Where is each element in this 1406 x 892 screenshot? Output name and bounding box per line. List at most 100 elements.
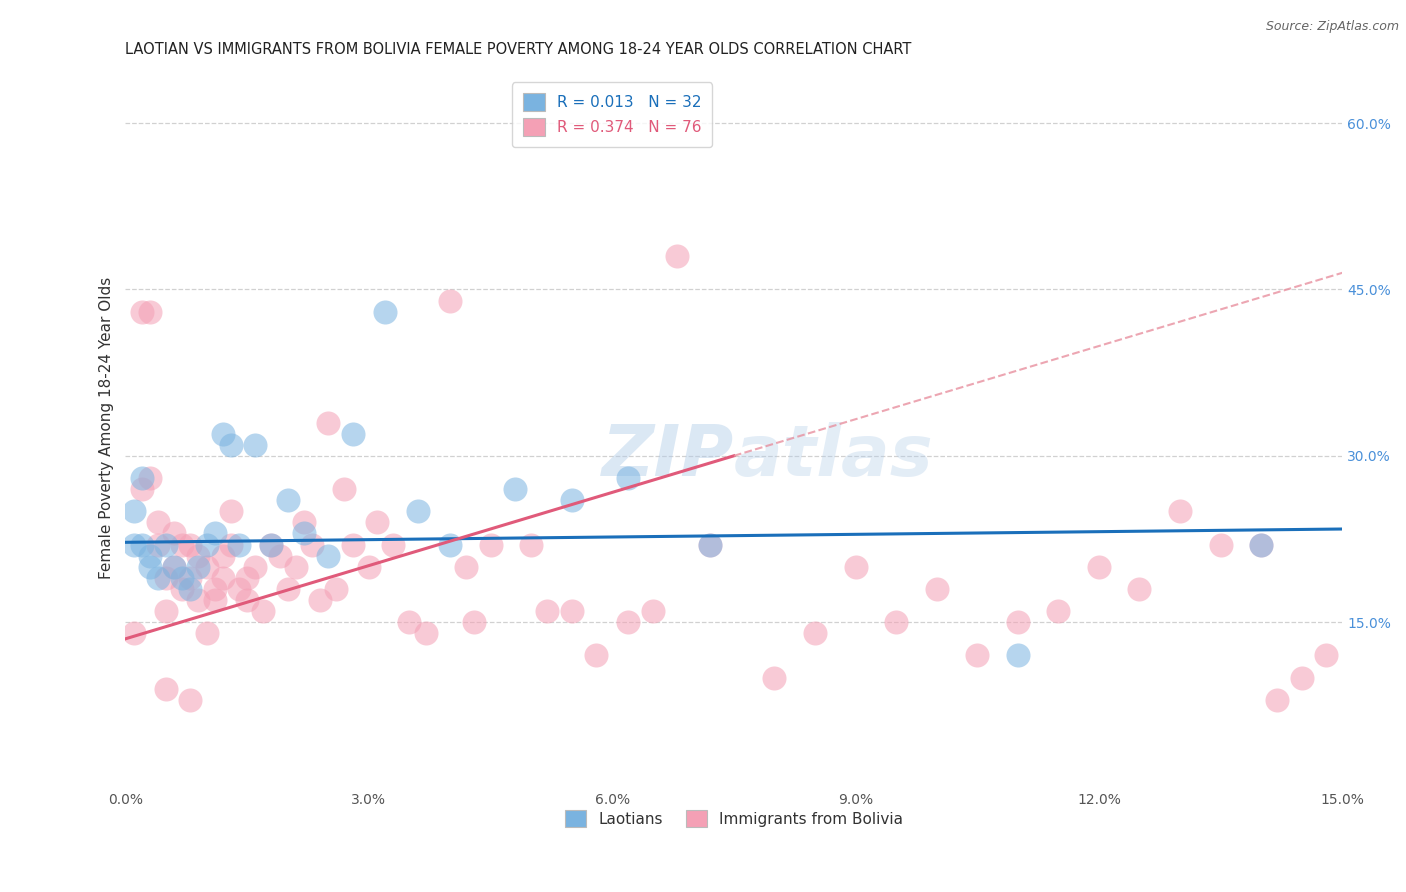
Point bbox=[139, 471, 162, 485]
Point bbox=[131, 537, 153, 551]
Point bbox=[804, 626, 827, 640]
Point bbox=[139, 549, 162, 563]
Point bbox=[292, 526, 315, 541]
Point bbox=[439, 293, 461, 308]
Point bbox=[245, 438, 267, 452]
Point bbox=[617, 615, 640, 629]
Point bbox=[342, 537, 364, 551]
Point bbox=[699, 537, 721, 551]
Point bbox=[325, 582, 347, 596]
Point bbox=[163, 559, 186, 574]
Point bbox=[316, 416, 339, 430]
Point bbox=[179, 582, 201, 596]
Point bbox=[439, 537, 461, 551]
Point bbox=[1250, 537, 1272, 551]
Point bbox=[561, 493, 583, 508]
Point bbox=[155, 604, 177, 618]
Legend: Laotians, Immigrants from Bolivia: Laotians, Immigrants from Bolivia bbox=[557, 802, 911, 835]
Point bbox=[1088, 559, 1111, 574]
Point bbox=[131, 304, 153, 318]
Point bbox=[219, 504, 242, 518]
Point bbox=[179, 693, 201, 707]
Point bbox=[131, 482, 153, 496]
Point bbox=[366, 516, 388, 530]
Point bbox=[155, 571, 177, 585]
Text: atlas: atlas bbox=[734, 423, 934, 491]
Point bbox=[1128, 582, 1150, 596]
Point bbox=[415, 626, 437, 640]
Point bbox=[277, 493, 299, 508]
Point bbox=[172, 537, 194, 551]
Point bbox=[172, 582, 194, 596]
Point bbox=[172, 571, 194, 585]
Y-axis label: Female Poverty Among 18-24 Year Olds: Female Poverty Among 18-24 Year Olds bbox=[100, 277, 114, 579]
Point bbox=[463, 615, 485, 629]
Point bbox=[187, 559, 209, 574]
Point bbox=[122, 626, 145, 640]
Point bbox=[641, 604, 664, 618]
Point bbox=[195, 537, 218, 551]
Point bbox=[139, 304, 162, 318]
Point bbox=[561, 604, 583, 618]
Point bbox=[228, 537, 250, 551]
Point bbox=[316, 549, 339, 563]
Point bbox=[139, 559, 162, 574]
Point bbox=[228, 582, 250, 596]
Point bbox=[617, 471, 640, 485]
Point bbox=[1267, 693, 1289, 707]
Point bbox=[211, 549, 233, 563]
Point bbox=[219, 537, 242, 551]
Point bbox=[163, 526, 186, 541]
Point bbox=[204, 582, 226, 596]
Text: LAOTIAN VS IMMIGRANTS FROM BOLIVIA FEMALE POVERTY AMONG 18-24 YEAR OLDS CORRELAT: LAOTIAN VS IMMIGRANTS FROM BOLIVIA FEMAL… bbox=[125, 42, 912, 57]
Point bbox=[146, 537, 169, 551]
Point bbox=[1007, 648, 1029, 663]
Point bbox=[884, 615, 907, 629]
Point bbox=[146, 516, 169, 530]
Point bbox=[236, 593, 259, 607]
Point bbox=[333, 482, 356, 496]
Text: ZIP: ZIP bbox=[602, 423, 734, 491]
Point bbox=[284, 559, 307, 574]
Point bbox=[245, 559, 267, 574]
Point bbox=[155, 537, 177, 551]
Point bbox=[666, 249, 689, 263]
Point bbox=[342, 426, 364, 441]
Point bbox=[260, 537, 283, 551]
Point bbox=[966, 648, 988, 663]
Point bbox=[179, 537, 201, 551]
Point bbox=[219, 438, 242, 452]
Point bbox=[309, 593, 332, 607]
Point bbox=[195, 626, 218, 640]
Point bbox=[122, 537, 145, 551]
Point bbox=[292, 516, 315, 530]
Point bbox=[131, 471, 153, 485]
Point bbox=[503, 482, 526, 496]
Point bbox=[1047, 604, 1070, 618]
Point bbox=[269, 549, 291, 563]
Text: Source: ZipAtlas.com: Source: ZipAtlas.com bbox=[1265, 20, 1399, 33]
Point bbox=[398, 615, 420, 629]
Point bbox=[277, 582, 299, 596]
Point bbox=[456, 559, 478, 574]
Point bbox=[187, 593, 209, 607]
Point bbox=[406, 504, 429, 518]
Point bbox=[122, 504, 145, 518]
Point bbox=[699, 537, 721, 551]
Point bbox=[204, 526, 226, 541]
Point bbox=[1291, 671, 1313, 685]
Point bbox=[520, 537, 543, 551]
Point bbox=[1209, 537, 1232, 551]
Point bbox=[211, 426, 233, 441]
Point bbox=[925, 582, 948, 596]
Point bbox=[179, 571, 201, 585]
Point bbox=[357, 559, 380, 574]
Point bbox=[163, 559, 186, 574]
Point bbox=[155, 681, 177, 696]
Point bbox=[187, 549, 209, 563]
Point bbox=[536, 604, 558, 618]
Point bbox=[146, 571, 169, 585]
Point bbox=[260, 537, 283, 551]
Point bbox=[382, 537, 405, 551]
Point bbox=[479, 537, 502, 551]
